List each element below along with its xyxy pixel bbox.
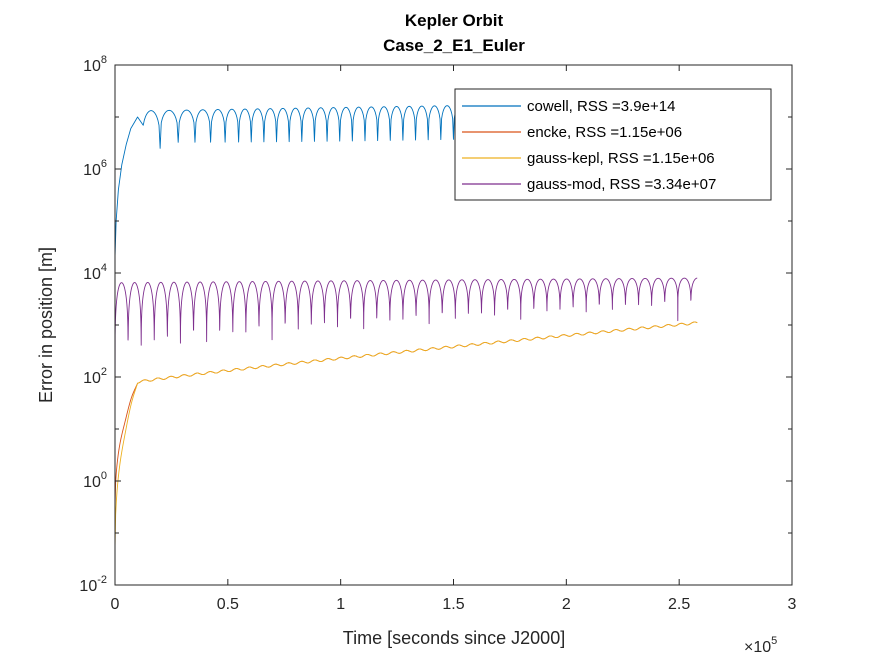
y-tick-label: 10-2	[79, 574, 107, 595]
y-tick-label: 108	[83, 54, 107, 75]
legend-label: cowell, RSS =3.9e+14	[527, 98, 675, 115]
x-axis: 0 0.5 1 1.5 2 2.5 3	[111, 65, 797, 613]
legend-label: encke, RSS =1.15e+06	[527, 124, 682, 141]
legend-label: gauss-kepl, RSS =1.15e+06	[527, 150, 715, 167]
x-axis-exponent-multiplier: ×	[744, 639, 753, 656]
chart-title: Kepler Orbit Case_2_E1_Euler	[383, 11, 525, 55]
chart-title-line-1: Kepler Orbit	[405, 11, 504, 30]
x-tick-label: 2	[562, 596, 571, 613]
x-tick-label: 1	[336, 596, 345, 613]
legend-entry[interactable]: encke, RSS =1.15e+06	[462, 124, 682, 141]
y-tick-label: 100	[83, 470, 107, 491]
x-axis-exponent: ×105	[744, 635, 777, 656]
legend[interactable]: cowell, RSS =3.9e+14 encke, RSS =1.15e+06…	[454, 88, 772, 201]
x-tick-label: 1.5	[442, 596, 464, 613]
x-axis-exponent-power: 5	[771, 635, 777, 647]
y-axis: 10-2 100 102 104 106 108	[79, 54, 792, 595]
x-axis-exponent-base: 10	[753, 639, 771, 656]
chart-title-line-2: Case_2_E1_Euler	[383, 36, 525, 55]
x-tick-label: 2.5	[668, 596, 690, 613]
svg-text:×105: ×105	[744, 635, 777, 656]
legend-entry[interactable]: gauss-kepl, RSS =1.15e+06	[462, 150, 715, 167]
x-tick-label: 0.5	[217, 596, 239, 613]
y-tick-label: 102	[83, 366, 107, 387]
series-line-gauss-kepl	[114, 321, 698, 549]
x-tick-label: 0	[111, 596, 120, 613]
x-tick-label: 3	[788, 596, 797, 613]
y-tick-label: 104	[83, 262, 107, 283]
y-axis-label: Error in position [m]	[36, 247, 56, 403]
legend-entry[interactable]: cowell, RSS =3.9e+14	[462, 98, 675, 115]
x-axis-label: Time [seconds since J2000]	[343, 628, 565, 648]
legend-entry[interactable]: gauss-mod, RSS =3.34e+07	[462, 176, 716, 193]
y-tick-label: 106	[83, 158, 107, 179]
series-line-gauss-mod	[114, 277, 698, 466]
legend-label: gauss-mod, RSS =3.34e+07	[527, 176, 716, 193]
